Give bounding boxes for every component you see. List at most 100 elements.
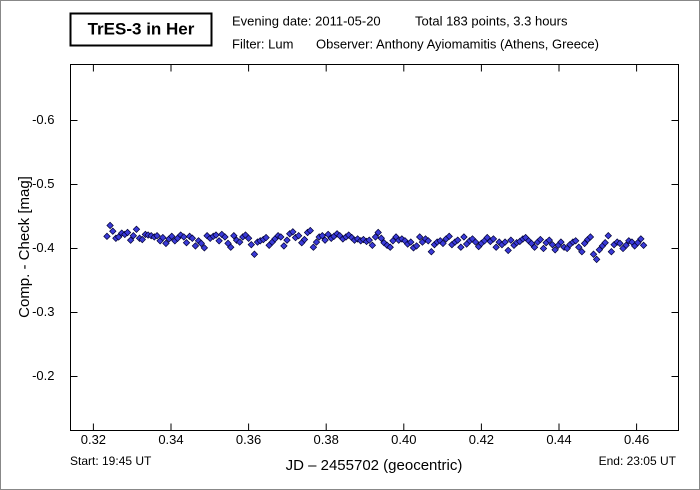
data-point bbox=[539, 244, 548, 253]
data-point bbox=[123, 228, 132, 237]
data-point bbox=[527, 239, 536, 248]
data-point bbox=[162, 239, 170, 248]
data-point bbox=[289, 228, 297, 236]
subtitle: Observer: Anthony Ayiomamitis (Athens, G… bbox=[316, 36, 599, 51]
data-point bbox=[607, 247, 616, 256]
x-axis-label: JD – 2455702 (geocentric) bbox=[286, 457, 463, 474]
data-point bbox=[501, 238, 509, 246]
data-point bbox=[318, 231, 327, 240]
data-point bbox=[580, 239, 589, 248]
data-point bbox=[622, 241, 630, 249]
data-point bbox=[592, 255, 601, 264]
data-point bbox=[416, 233, 424, 241]
subtitle: Evening date: 2011-05-20 bbox=[232, 13, 381, 28]
data-point bbox=[221, 233, 229, 241]
data-point bbox=[280, 242, 288, 250]
y-tick-label: -0.6 bbox=[32, 112, 54, 127]
data-point bbox=[153, 231, 161, 240]
data-point bbox=[545, 236, 553, 244]
data-point bbox=[200, 244, 209, 252]
data-point bbox=[300, 235, 309, 244]
y-tick-label: -0.4 bbox=[32, 240, 54, 255]
data-point bbox=[374, 228, 382, 237]
data-point bbox=[365, 236, 373, 244]
data-point bbox=[637, 235, 645, 243]
data-point bbox=[159, 233, 167, 242]
x-tick-label: 0.32 bbox=[81, 432, 106, 447]
data-point bbox=[168, 232, 176, 241]
data-point bbox=[321, 236, 329, 244]
data-point bbox=[454, 236, 462, 244]
data-point bbox=[407, 238, 415, 246]
data-point bbox=[262, 233, 270, 242]
data-point bbox=[589, 250, 598, 258]
data-point bbox=[227, 243, 235, 251]
data-point bbox=[460, 233, 468, 241]
data-point bbox=[197, 239, 205, 248]
data-point bbox=[371, 233, 380, 241]
data-point bbox=[188, 234, 197, 242]
data-point bbox=[489, 235, 498, 243]
data-point bbox=[492, 243, 500, 251]
data-point bbox=[247, 240, 256, 249]
data-point bbox=[595, 246, 604, 254]
data-point bbox=[639, 241, 648, 249]
x-tick-label: 0.38 bbox=[314, 432, 339, 447]
data-point bbox=[424, 237, 432, 245]
data-point bbox=[530, 243, 539, 251]
y-tick-label: -0.5 bbox=[32, 176, 54, 191]
subtitle: Filter: Lum bbox=[232, 36, 293, 51]
data-point bbox=[114, 233, 123, 241]
data-point bbox=[132, 225, 141, 233]
x-tick-label: 0.36 bbox=[236, 432, 261, 447]
data-point bbox=[235, 238, 244, 246]
end-label: End: 23:05 UT bbox=[599, 454, 677, 468]
data-point bbox=[483, 233, 491, 242]
data-point bbox=[439, 239, 447, 248]
data-point bbox=[548, 240, 557, 249]
data-point bbox=[283, 236, 291, 244]
data-point bbox=[182, 239, 191, 247]
data-point bbox=[368, 241, 377, 249]
data-point bbox=[230, 231, 238, 240]
data-point bbox=[103, 232, 111, 241]
data-point bbox=[180, 233, 188, 241]
data-point bbox=[389, 237, 397, 245]
data-point bbox=[575, 243, 583, 251]
data-point bbox=[471, 238, 480, 246]
data-point bbox=[634, 239, 642, 247]
data-point bbox=[324, 230, 332, 239]
x-tick-label: 0.44 bbox=[546, 432, 571, 447]
data-point bbox=[306, 226, 314, 235]
data-point bbox=[604, 231, 612, 240]
data-point bbox=[244, 234, 253, 242]
x-tick-label: 0.34 bbox=[158, 432, 183, 447]
y-tick-label: -0.2 bbox=[32, 368, 54, 383]
data-point bbox=[427, 247, 436, 256]
data-point bbox=[457, 243, 465, 251]
data-point bbox=[126, 236, 135, 244]
start-label: Start: 19:45 UT bbox=[70, 454, 152, 468]
data-point bbox=[578, 247, 586, 256]
data-point bbox=[571, 237, 580, 245]
title-box bbox=[69, 12, 213, 47]
data-point bbox=[507, 236, 515, 244]
data-point bbox=[536, 235, 545, 244]
subtitle: Total 183 points, 3.3 hours bbox=[415, 13, 568, 28]
y-axis-label: Comp. - Check [mag] bbox=[16, 176, 33, 318]
data-point bbox=[445, 232, 453, 241]
data-point bbox=[601, 239, 609, 247]
data-point bbox=[377, 234, 385, 242]
data-point bbox=[386, 243, 394, 251]
data-point bbox=[277, 233, 285, 241]
data-point bbox=[557, 238, 565, 246]
plot-frame bbox=[70, 64, 679, 431]
data-point bbox=[616, 239, 624, 248]
data-point bbox=[191, 242, 200, 250]
data-point bbox=[109, 227, 117, 235]
x-tick-label: 0.46 bbox=[624, 432, 649, 447]
data-point bbox=[359, 235, 368, 244]
data-point bbox=[312, 238, 321, 246]
data-point bbox=[138, 235, 146, 244]
